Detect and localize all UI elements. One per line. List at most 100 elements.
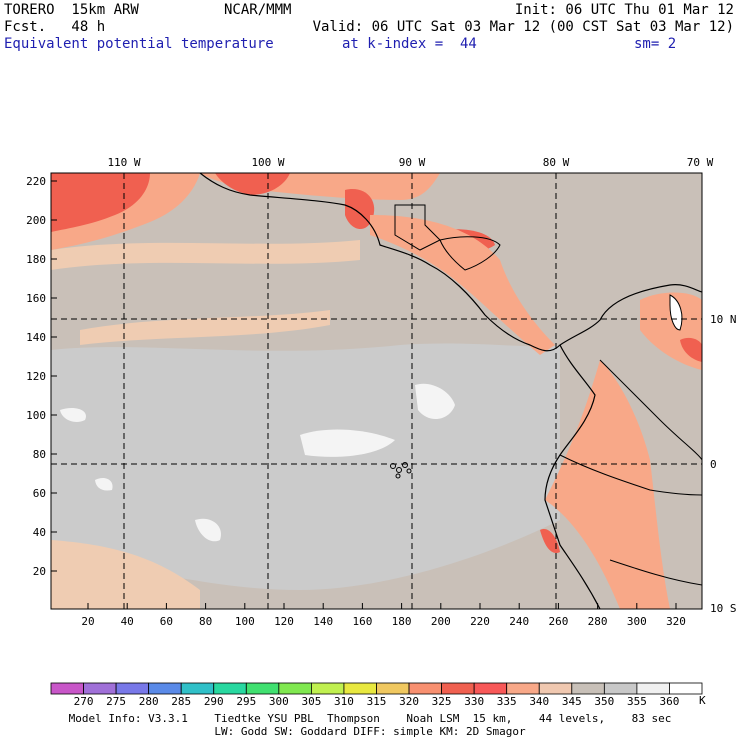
model-title: TORERO 15km ARW [4, 2, 139, 18]
colorbar-swatch [213, 682, 247, 695]
border-colombia [599, 359, 702, 461]
colorbar-label: 270 [74, 695, 94, 708]
colorbar-swatch [408, 682, 442, 695]
field-white-patch-2 [300, 429, 395, 457]
colorbar-swatch [506, 682, 540, 695]
left-tick-label: 200 [26, 214, 46, 227]
colorbar-swatch [148, 682, 182, 695]
bottom-tick-label: 260 [548, 615, 568, 628]
valid-time: Valid: 06 UTC Sat 03 Mar 12 (00 CST Sat … [312, 19, 734, 35]
colorbar-swatch [343, 682, 377, 695]
field-white-patch-3 [60, 408, 86, 422]
colorbar-label: 320 [399, 695, 419, 708]
colorbar-swatch [310, 682, 345, 695]
coastline-central-america [199, 173, 702, 352]
colorbar-label: 315 [367, 695, 387, 708]
left-tick-label: 60 [33, 487, 46, 500]
bottom-tick-label: 100 [235, 615, 255, 628]
colorbar-label: 300 [269, 695, 289, 708]
model-info-line: Model Info: V3.3.1 Tiedtke YSU PBL Thomp… [68, 712, 672, 725]
left-tick-label: 80 [33, 448, 46, 461]
colorbar-label: 295 [236, 695, 256, 708]
colorbar-swatch [83, 682, 117, 695]
lon-label: 100 W [251, 156, 284, 169]
colorbar-label: 285 [171, 695, 191, 708]
colorbar-swatch [473, 682, 508, 695]
bottom-tick-label: 200 [431, 615, 451, 628]
lat-label: 10 S [710, 602, 737, 615]
left-tick-label: 180 [26, 253, 46, 266]
colorbar-label: 310 [334, 695, 354, 708]
colorbar-label: 360 [660, 695, 680, 708]
field-mexico-hot [215, 173, 290, 195]
field-peru-hot [540, 529, 560, 554]
colorbar-unit: K [699, 694, 706, 707]
colorbar-label: 305 [301, 695, 321, 708]
border-peru-brazil [609, 559, 702, 586]
field-name: Equivalent potential temperature [4, 36, 274, 52]
colorbar-label: 325 [432, 695, 452, 708]
colorbar-label: 345 [562, 695, 582, 708]
forecast-hour: Fcst. 48 h [4, 19, 106, 35]
bottom-axis-ticks: 20 40 60 80 100 120 140 160 180 200 220 240 260 280 30… [81, 603, 686, 628]
colorbar-swatch [636, 682, 670, 695]
colorbar-swatch [180, 682, 215, 695]
colorbar-label: 330 [464, 695, 484, 708]
plot-frame [50, 172, 703, 610]
field-white-patch-1 [415, 383, 455, 420]
left-tick-label: 20 [33, 565, 46, 578]
bottom-tick-label: 320 [666, 615, 686, 628]
field-isthmus-warm [370, 215, 555, 355]
colorbar-swatch [50, 682, 84, 695]
colorbar-swatch [376, 682, 410, 695]
bottom-tick-label: 140 [313, 615, 333, 628]
smoothing-label: sm= 2 [634, 36, 677, 52]
colorbar-label: 280 [139, 695, 159, 708]
lon-label: 110 W [107, 156, 140, 169]
colorbar-swatch [538, 682, 573, 695]
colorbar-swatch [278, 682, 312, 695]
bottom-tick-label: 40 [121, 615, 134, 628]
colorbar-swatch [245, 682, 280, 695]
colorbar-label: 355 [627, 695, 647, 708]
colorbar-label: 350 [594, 695, 614, 708]
field-band-peach-3 [51, 540, 200, 609]
lake-maracaibo [669, 294, 683, 331]
bottom-tick-label: 240 [509, 615, 529, 628]
colorbar: 270 275 280 285 290 295 300 305 310 315 320 325 330 3… [50, 682, 703, 708]
border-ecuador-peru [559, 454, 702, 496]
field-andes-warm [545, 360, 670, 609]
colorbar-swatch [571, 682, 605, 695]
field-guatemala-hot [345, 189, 375, 230]
bottom-tick-label: 80 [199, 615, 212, 628]
lon-label: 70 W [687, 156, 714, 169]
field-nw-hot [51, 173, 150, 232]
physics-info-line: LW: Godd SW: Goddard DIFF: simple KM: 2D… [214, 725, 526, 738]
bottom-tick-label: 60 [160, 615, 173, 628]
field-venezuela-hot [680, 337, 702, 362]
border-honduras [439, 236, 501, 271]
bottom-tick-label: 20 [81, 615, 94, 628]
field-white-patch-5 [95, 478, 113, 491]
colorbar-label: 290 [204, 695, 224, 708]
lon-label: 90 W [399, 156, 426, 169]
coastline-south-america-west [544, 344, 601, 609]
bottom-tick-label: 280 [588, 615, 608, 628]
bottom-tick-label: 180 [392, 615, 412, 628]
left-tick-label: 40 [33, 526, 46, 539]
left-tick-label: 120 [26, 370, 46, 383]
bottom-tick-label: 220 [470, 615, 490, 628]
bottom-tick-label: 120 [274, 615, 294, 628]
bottom-tick-label: 160 [352, 615, 372, 628]
galapagos-islands [390, 462, 412, 479]
left-tick-label: 160 [26, 292, 46, 305]
colorbar-swatch [669, 682, 703, 695]
left-tick-label: 100 [26, 409, 46, 422]
top-lon-labels: 110 W 100 W 90 W 80 W 70 W [107, 156, 713, 169]
lat-label: 0 [710, 458, 717, 471]
left-tick-label: 140 [26, 331, 46, 344]
lat-lon-grid [51, 173, 702, 609]
lat-label: 10 N [710, 313, 737, 326]
colorbar-swatch [441, 682, 475, 695]
